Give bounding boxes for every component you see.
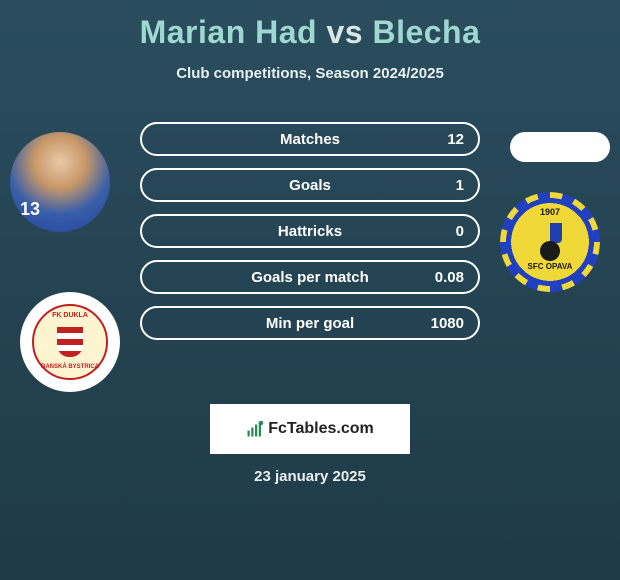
stat-row-goals: Goals 1 xyxy=(140,168,480,202)
stat-right-value: 0.08 xyxy=(435,269,464,286)
badge1-text-bottom: BANSKÁ BYSTRICA xyxy=(41,364,99,370)
badge2-ball-icon xyxy=(540,241,560,261)
page-title: Marian Had vs Blecha xyxy=(0,0,620,51)
badge2-name: SFC OPAVA xyxy=(528,262,573,271)
watermark: FcTables.com xyxy=(210,404,410,454)
player2-club-badge: 1907 SFC OPAVA xyxy=(500,192,600,292)
stat-right-value: 1 xyxy=(456,177,464,194)
player1-name: Marian Had xyxy=(140,14,317,50)
player2-name: Blecha xyxy=(372,14,480,50)
chart-bars-icon xyxy=(246,420,264,438)
stats-column: Matches 12 Goals 1 Hattricks 0 Goals per… xyxy=(140,122,480,352)
stat-label: Matches xyxy=(280,131,340,148)
comparison-content: FK DUKLA BANSKÁ BYSTRICA 1907 SFC OPAVA … xyxy=(0,122,620,382)
stat-row-hattricks: Hattricks 0 xyxy=(140,214,480,248)
watermark-text: FcTables.com xyxy=(268,420,374,438)
vs-label: vs xyxy=(326,14,363,50)
club-crest-dukla: FK DUKLA BANSKÁ BYSTRICA xyxy=(32,304,108,380)
stat-label: Goals xyxy=(289,177,331,194)
player2-avatar-placeholder xyxy=(510,132,610,162)
badge1-text-top: FK DUKLA xyxy=(52,312,88,319)
stat-right-value: 0 xyxy=(456,223,464,240)
page-subtitle: Club competitions, Season 2024/2025 xyxy=(0,65,620,82)
stat-row-matches: Matches 12 xyxy=(140,122,480,156)
stat-label: Goals per match xyxy=(251,269,369,286)
stat-row-min-per-goal: Min per goal 1080 xyxy=(140,306,480,340)
stat-row-goals-per-match: Goals per match 0.08 xyxy=(140,260,480,294)
club-crest-opava: 1907 SFC OPAVA xyxy=(525,217,575,267)
footer-date: 23 january 2025 xyxy=(0,468,620,485)
stat-label: Hattricks xyxy=(278,223,342,240)
badge2-year: 1907 xyxy=(540,207,560,217)
player1-avatar xyxy=(10,132,110,232)
player1-club-badge: FK DUKLA BANSKÁ BYSTRICA xyxy=(20,292,120,392)
stat-label: Min per goal xyxy=(266,315,354,332)
stat-right-value: 12 xyxy=(447,131,464,148)
badge2-shield-icon xyxy=(538,223,562,243)
stat-right-value: 1080 xyxy=(431,315,464,332)
